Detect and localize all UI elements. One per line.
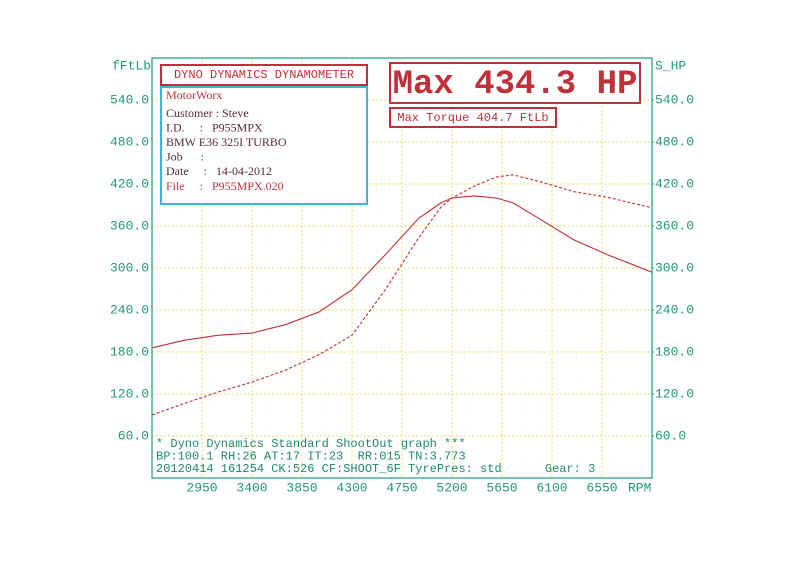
x-tick-label: 4750	[386, 480, 417, 495]
x-tick-label: 5650	[486, 480, 517, 495]
series-line	[151, 195, 653, 349]
info-line: BMW E36 325I TURBO	[166, 135, 287, 149]
x-tick-label: 6100	[536, 480, 567, 495]
x-tick-label: 5200	[436, 480, 467, 495]
max-power: Max 434.3 HP	[393, 66, 638, 104]
info-line: Job :	[166, 150, 204, 164]
y2-tick-label: 180.0	[655, 344, 694, 359]
max-torque: Max Torque 404.7 FtLb	[397, 111, 548, 125]
info-line: Date : 14-04-2012	[166, 164, 272, 178]
x-axis-label: RPM	[628, 480, 651, 495]
info-file: File : P955MPX.020	[166, 179, 284, 193]
info-line: I.D. : P955MPX	[166, 120, 263, 134]
y2-tick-label: 540.0	[655, 92, 694, 107]
y2-tick-label: 360.0	[655, 218, 694, 233]
max-torque-box	[389, 107, 557, 128]
footer: * Dyno Dynamics Standard ShootOut graph …	[156, 437, 595, 476]
y-tick-label: 480.0	[110, 134, 149, 149]
x-tick-label: 4300	[336, 480, 367, 495]
series-layer	[151, 174, 653, 416]
y-tick-label: 120.0	[110, 386, 149, 401]
x-tick-label: 6550	[586, 480, 617, 495]
x-tick-label: 3850	[286, 480, 317, 495]
x-tick-label: 2950	[186, 480, 217, 495]
info-heading: MotorWorx	[166, 88, 222, 102]
plot-frame	[151, 57, 653, 479]
y2-tick-label: 120.0	[655, 386, 694, 401]
footer-line: BP:100.1 RH:26 AT:17 IT:23 RR:015 TN:3.7…	[156, 450, 466, 464]
y-axis-label: fFtLb	[112, 58, 151, 73]
y-tick-label: 240.0	[110, 302, 149, 317]
y2-axis-label: S_HP	[655, 58, 686, 73]
x-tick-label: 3400	[236, 480, 267, 495]
y-tick-label: 300.0	[110, 260, 149, 275]
info-line: Customer : Steve	[166, 106, 249, 120]
y2-tick-label: 300.0	[655, 260, 694, 275]
footer-line: 20120414 161254 CK:526 CF:SHOOT_6F TyreP…	[156, 462, 595, 476]
y2-tick-label: 420.0	[655, 176, 694, 191]
y-tick-label: 360.0	[110, 218, 149, 233]
y2-tick-label: 480.0	[655, 134, 694, 149]
header-text: DYNO DYNAMICS DYNAMOMETER	[174, 68, 354, 82]
series-line	[151, 174, 653, 416]
header-box	[160, 64, 368, 86]
y-tick-label: 420.0	[110, 176, 149, 191]
max-power-box	[389, 62, 641, 104]
footer-line: * Dyno Dynamics Standard ShootOut graph …	[156, 437, 466, 451]
info-box	[160, 86, 368, 205]
y2-tick-label: 240.0	[655, 302, 694, 317]
y2-tick-label: 60.0	[655, 428, 686, 443]
y-tick-label: 540.0	[110, 92, 149, 107]
y-tick-label: 180.0	[110, 344, 149, 359]
y-tick-label: 60.0	[118, 428, 149, 443]
